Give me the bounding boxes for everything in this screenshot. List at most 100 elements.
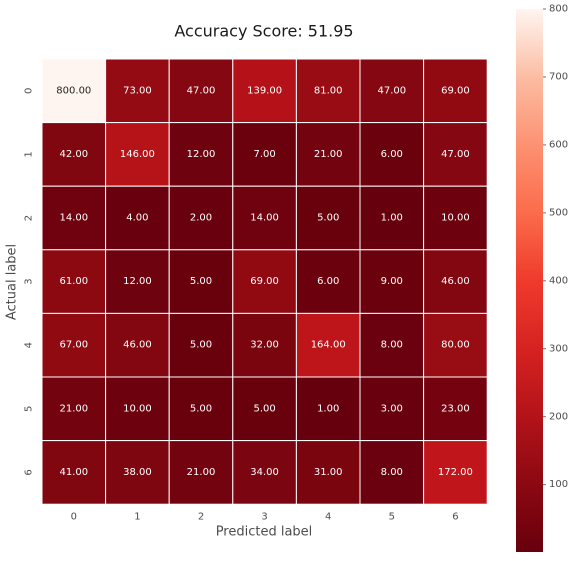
heatmap-cell-5-4 [295,376,361,442]
x-tick-label-2: 2 [198,512,204,523]
cell-value-label-1-3: 7.00 [253,149,275,160]
y-tick-label-2: 2 [24,215,35,221]
x-axis-label: Predicted label [216,525,313,540]
y-tick-label-1: 1 [24,151,35,157]
colorbar-ticks: 100 200 300 400 500 600 700 800 [543,4,568,490]
heatmap-cell-3-0 [41,249,107,314]
cell-value-label-5-2: 5.00 [190,403,212,414]
heatmap-cell-1-0 [41,122,107,187]
x-tick-label-4: 4 [325,512,331,523]
cell-value-label-2-6: 10.00 [441,213,470,224]
heatmap-cell-6-3 [232,440,297,505]
cell-value-label-1-5: 6.00 [381,149,403,160]
heatmap-cell-1-2 [168,122,234,187]
colorbar-tick-label-4: 500 [549,207,568,218]
cell-value-label-2-0: 14.00 [59,213,88,224]
heatmap-cell-6-5 [359,440,425,505]
heatmap-cell-6-4 [295,440,361,505]
cell-value-label-4-5: 8.00 [381,340,403,351]
cell-value-label-4-1: 46.00 [123,340,152,351]
heatmap-cell-2-2 [168,185,234,251]
heatmap-cell-6-6 [423,440,488,505]
cell-value-label-0-0: 800.00 [56,85,91,96]
heatmap-cell-6-2 [168,440,234,505]
cell-value-label-2-2: 2.00 [190,213,212,224]
heatmap-cell-1-4 [295,122,361,187]
cell-value-label-0-6: 69.00 [441,85,470,96]
y-tick-label-3: 3 [24,278,35,284]
colorbar-tick-label-6: 700 [549,71,568,82]
y-tick-label-5: 5 [24,406,35,412]
cell-value-label-0-5: 47.00 [377,85,406,96]
heatmap-cell-0-1 [105,58,170,124]
cell-value-label-5-6: 23.00 [441,403,470,414]
cell-value-label-0-2: 47.00 [187,85,216,96]
cell-value-label-0-3: 139.00 [247,85,282,96]
heatmap-cell-5-6 [423,376,488,442]
cell-value-label-6-0: 41.00 [59,467,88,478]
x-axis-ticks: 0 1 2 3 4 5 6 [71,512,459,523]
cell-value-label-0-4: 81.00 [314,85,343,96]
heatmap-cell-0-0 [41,58,107,124]
heatmap-cell-3-5 [359,249,425,314]
y-tick-label-0: 0 [24,88,35,94]
cell-value-label-0-1: 73.00 [123,85,152,96]
heatmap-cell-2-3 [232,185,297,251]
heatmap-cell-6-0 [41,440,107,505]
heatmap-cell-0-2 [168,58,234,124]
heatmap-cell-1-6 [423,122,488,187]
heatmap-cell-5-3 [232,376,297,442]
heatmap-cell-2-5 [359,185,425,251]
y-axis-ticks: 0 1 2 3 4 5 6 [24,88,35,476]
colorbar-tick-label-5: 600 [549,139,568,150]
cell-value-label-3-2: 5.00 [190,276,212,287]
cell-value-label-1-6: 47.00 [441,149,470,160]
colorbar-tick-label-7: 800 [549,4,568,15]
cell-value-label-4-3: 32.00 [250,340,279,351]
x-tick-label-1: 1 [134,512,140,523]
cell-value-label-3-3: 69.00 [250,276,279,287]
cell-value-label-3-0: 61.00 [59,276,88,287]
cell-value-label-2-5: 1.00 [381,213,403,224]
cell-value-label-5-3: 5.00 [253,403,275,414]
cell-value-label-1-2: 12.00 [187,149,216,160]
cell-value-label-3-4: 6.00 [317,276,339,287]
cell-value-label-5-0: 21.00 [59,403,88,414]
cell-value-label-1-4: 21.00 [314,149,343,160]
cell-value-label-6-6: 172.00 [438,467,473,478]
cell-value-label-1-0: 42.00 [59,149,88,160]
x-tick-label-0: 0 [71,512,77,523]
colorbar-tick-label-1: 200 [549,411,568,422]
cell-value-label-4-6: 80.00 [441,340,470,351]
colorbar [516,9,543,552]
heatmap-grid: 800.00 73.00 47.00 139.00 81.00 47.00 69.00 42.… [41,58,488,505]
heatmap-cell-5-0 [41,376,107,442]
x-tick-label-5: 5 [389,512,395,523]
colorbar-tick-label-3: 400 [549,275,568,286]
heatmap-cell-3-3 [232,249,297,314]
cell-value-label-3-5: 9.00 [381,276,403,287]
chart-title: Accuracy Score: 51.95 [174,22,353,41]
x-tick-label-3: 3 [261,512,267,523]
cell-value-label-6-1: 38.00 [123,467,152,478]
cell-value-label-6-4: 31.00 [314,467,343,478]
cell-value-label-4-2: 5.00 [190,340,212,351]
x-tick-label-6: 6 [452,512,458,523]
cell-value-label-6-3: 34.00 [250,467,279,478]
heatmap-cell-0-3 [232,58,297,124]
heatmap-cell-5-1 [105,376,170,442]
heatmap-cell-3-6 [423,249,488,314]
y-tick-label-4: 4 [24,342,35,348]
cell-value-label-2-1: 4.00 [126,213,148,224]
cell-value-label-6-5: 8.00 [381,467,403,478]
colorbar-tick-label-2: 300 [549,343,568,354]
cell-value-label-5-5: 3.00 [381,403,403,414]
heatmap-cell-2-1 [105,185,170,251]
heatmap-cell-4-0 [41,312,107,378]
heatmap-cell-2-6 [423,185,488,251]
colorbar-tick-label-0: 100 [549,479,568,490]
y-tick-label-6: 6 [24,469,35,475]
cell-value-label-6-2: 21.00 [187,467,216,478]
cell-value-label-1-1: 146.00 [120,149,155,160]
